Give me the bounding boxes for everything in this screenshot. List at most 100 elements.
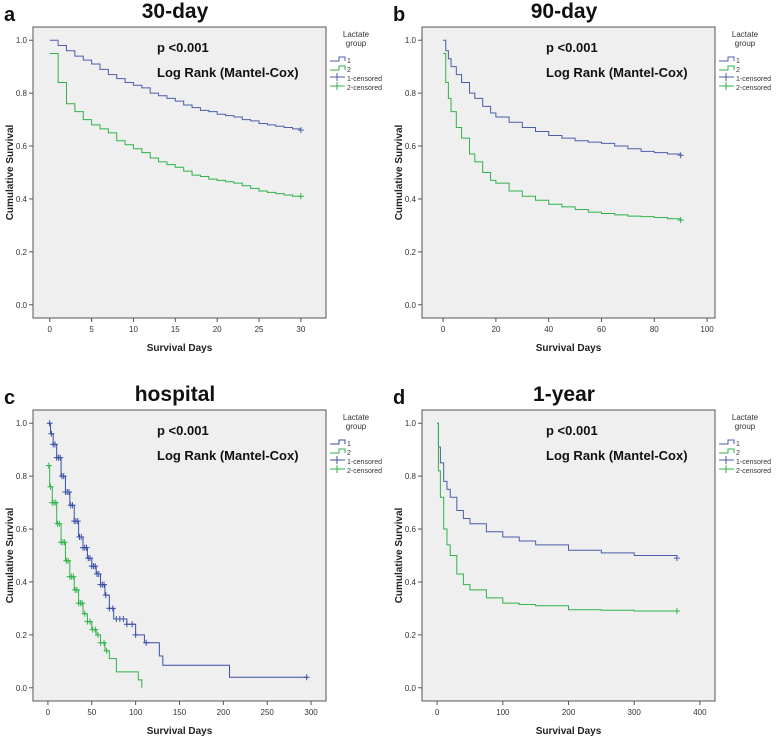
censor-mark-group-2 <box>94 631 101 638</box>
legend-swatch-step <box>330 439 346 445</box>
censor-mark-group-2 <box>61 539 68 546</box>
y-axis-label: Cumulative Survival <box>394 507 405 603</box>
x-tick-label: 100 <box>496 708 510 717</box>
censor-mark-group-2 <box>45 462 52 469</box>
p-value-annotation: p <0.001 <box>546 423 598 438</box>
x-tick-label: 5 <box>89 325 94 334</box>
y-tick-label: 0.0 <box>16 684 28 693</box>
legend-entry: 1 <box>736 441 740 448</box>
x-tick-label: 50 <box>87 708 96 717</box>
legend-entry: 2 <box>347 450 351 457</box>
x-tick-label: 20 <box>213 325 222 334</box>
legend-title: Lactate <box>732 30 759 39</box>
censor-mark-group-2 <box>297 193 304 200</box>
x-tick-label: 100 <box>129 708 143 717</box>
legend-title: group <box>346 39 367 48</box>
y-tick-label: 0.0 <box>405 301 417 310</box>
y-tick-label: 0.6 <box>405 525 417 534</box>
y-tick-label: 1.0 <box>16 419 28 428</box>
censor-mark-group-1 <box>69 502 76 509</box>
censor-mark-group-1 <box>83 544 90 551</box>
legend-title: group <box>735 39 756 48</box>
survival-curve-group-2 <box>49 52 301 197</box>
censor-mark-group-1 <box>48 430 55 437</box>
chart-panel-d: d 1-year 0.0 0.2 0.4 0.6 0.8 1.0 0 100 200 300 400 Su… <box>389 368 778 736</box>
y-tick-label: 0.6 <box>16 142 28 151</box>
y-tick-label: 0.8 <box>16 472 28 481</box>
censor-mark-group-1 <box>673 555 680 562</box>
x-tick-label: 15 <box>171 325 180 334</box>
legend-entry: 1-censored <box>736 459 771 466</box>
x-axis-label: Survival Days <box>147 726 213 736</box>
legend-entry: 1 <box>347 58 351 65</box>
chart-title: 30-day <box>142 0 209 23</box>
x-tick-label: 300 <box>628 708 642 717</box>
p-value-annotation: p <0.001 <box>157 40 209 55</box>
censor-mark-group-2 <box>52 499 59 506</box>
legend-swatch-censor <box>330 82 345 90</box>
y-tick-label: 1.0 <box>405 419 417 428</box>
censor-mark-group-1 <box>60 473 67 480</box>
x-tick-label: 25 <box>255 325 264 334</box>
legend-entry: 2 <box>347 67 351 74</box>
x-tick-label: 30 <box>296 325 305 334</box>
legend-entry: 2 <box>736 450 740 457</box>
test-annotation: Log Rank (Mantel-Cox) <box>157 448 299 463</box>
censor-mark-group-1 <box>129 621 136 628</box>
legend-swatch-censor <box>330 73 345 81</box>
censor-mark-group-1 <box>677 152 684 159</box>
censor-mark-group-1 <box>78 533 85 540</box>
censor-mark-group-2 <box>92 626 99 633</box>
censor-mark-group-1 <box>101 581 108 588</box>
chart-title: 1-year <box>533 383 595 406</box>
y-tick-label: 0.6 <box>405 142 417 151</box>
chart-title: hospital <box>135 383 216 406</box>
legend-swatch-step <box>719 439 735 445</box>
y-axis-label: Cumulative Survival <box>394 124 405 220</box>
legend-entry: 1-censored <box>347 459 382 466</box>
plot-area <box>32 409 327 702</box>
censor-mark-group-1 <box>46 420 53 427</box>
y-tick-label: 0.0 <box>405 684 417 693</box>
legend-swatch-censor <box>719 82 734 90</box>
x-tick-label: 150 <box>173 708 187 717</box>
censor-mark-group-1 <box>297 127 304 134</box>
y-tick-label: 1.0 <box>16 36 28 45</box>
legend-swatch-censor <box>330 456 345 464</box>
panel-label: a <box>4 4 16 26</box>
legend-swatch-step <box>330 448 346 454</box>
legend-title: Lactate <box>343 413 370 422</box>
survival-curve-group-1 <box>437 422 678 559</box>
y-tick-label: 0.8 <box>405 89 417 98</box>
censor-mark-group-1 <box>143 639 150 646</box>
test-annotation: Log Rank (Mantel-Cox) <box>546 448 688 463</box>
y-tick-label: 0.8 <box>405 472 417 481</box>
legend-title: Lactate <box>343 30 370 39</box>
legend-swatch-step <box>330 56 346 62</box>
p-value-annotation: p <0.001 <box>546 40 598 55</box>
chart-svg: c hospital 0.0 0.2 0.4 0.6 0.8 1.0 0 50 100 150 200 2… <box>4 383 382 736</box>
censor-mark-group-1 <box>92 563 99 570</box>
chart-svg: b 90-day 0.0 0.2 0.4 0.6 0.8 1.0 0 20 40 60 80 100 Sur… <box>393 0 771 354</box>
legend-swatch-censor <box>330 465 345 473</box>
legend-entry: 2-censored <box>736 468 771 475</box>
legend-swatch-censor <box>719 456 734 464</box>
censor-mark-group-2 <box>56 520 63 527</box>
chart-title: 90-day <box>531 0 598 23</box>
censor-mark-group-2 <box>677 217 684 224</box>
censor-mark-group-2 <box>73 586 80 593</box>
survival-curve-group-1 <box>443 39 682 156</box>
y-tick-label: 0.4 <box>16 195 28 204</box>
x-axis-label: Survival Days <box>536 726 602 736</box>
x-tick-label: 0 <box>435 708 440 717</box>
censor-mark-group-1 <box>132 631 139 638</box>
chart-panel-a: a 30-day 0.0 0.2 0.4 0.6 0.8 1.0 0 5 10 15 20 25 30 Sur… <box>0 0 389 368</box>
censor-mark-group-1 <box>74 518 81 525</box>
legend-swatch-censor <box>719 73 734 81</box>
censor-mark-group-2 <box>79 600 86 607</box>
chart-panel-b: b 90-day 0.0 0.2 0.4 0.6 0.8 1.0 0 20 40 60 80 100 Sur… <box>389 0 778 368</box>
y-tick-label: 0.6 <box>16 525 28 534</box>
x-tick-label: 100 <box>700 325 714 334</box>
legend-swatch-step <box>330 65 346 71</box>
